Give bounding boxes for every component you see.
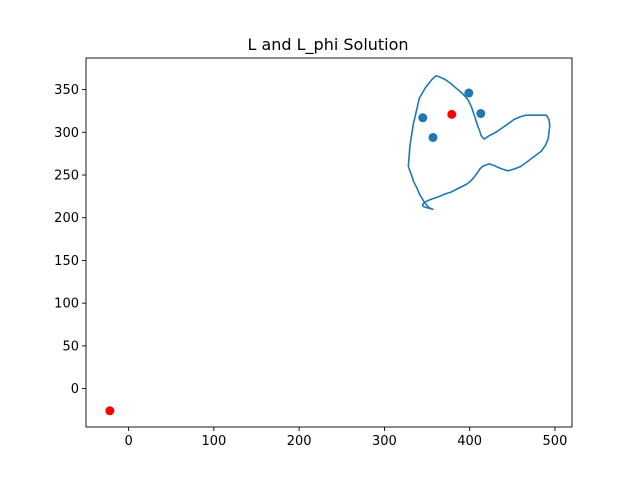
red-point-1 bbox=[105, 406, 115, 416]
red-point-0 bbox=[447, 109, 457, 119]
y-tick-label: 150 bbox=[54, 254, 79, 269]
x-tick-label: 0 bbox=[124, 434, 132, 449]
y-tick-label: 350 bbox=[54, 83, 79, 98]
x-tick-label: 500 bbox=[543, 434, 568, 449]
x-tick-label: 400 bbox=[457, 434, 482, 449]
y-tick-label: 50 bbox=[62, 339, 79, 354]
x-tick-label: 100 bbox=[201, 434, 226, 449]
y-axis-ticks: 0 50 100 150 200 250 300 350 bbox=[54, 83, 86, 397]
chart-title: L and L_phi Solution bbox=[247, 35, 408, 55]
blue-point-0 bbox=[418, 113, 428, 123]
x-tick-label: 200 bbox=[287, 434, 312, 449]
x-tick-label: 300 bbox=[372, 434, 397, 449]
red-points bbox=[105, 109, 457, 416]
blue-point-2 bbox=[464, 88, 474, 98]
y-tick-label: 200 bbox=[54, 211, 79, 226]
blue-points bbox=[418, 88, 486, 142]
y-tick-label: 250 bbox=[54, 169, 79, 184]
y-tick-label: 0 bbox=[71, 382, 79, 397]
plot-area bbox=[105, 75, 551, 416]
x-axis-ticks: 0 100 200 300 400 500 bbox=[124, 427, 567, 449]
y-tick-label: 100 bbox=[54, 297, 79, 312]
y-tick-label: 300 bbox=[54, 126, 79, 141]
blue-point-1 bbox=[428, 132, 438, 142]
axes-frame bbox=[85, 57, 573, 428]
blue-point-3 bbox=[476, 109, 486, 119]
series-curve bbox=[407, 75, 551, 210]
